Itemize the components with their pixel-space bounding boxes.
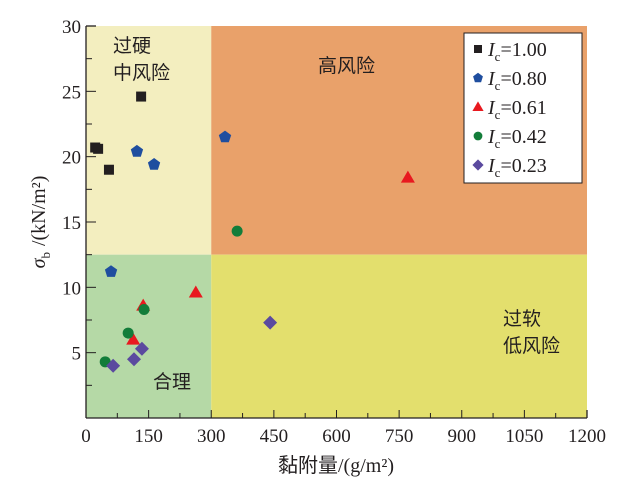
data-point-pentagon xyxy=(147,158,161,170)
legend: Ic=1.00 Ic=0.80 Ic=0.61 Ic=0.42 Ic=0.23 xyxy=(463,32,583,184)
y-axis-unit: /(kN/m²) xyxy=(28,176,50,246)
legend-marker-square xyxy=(474,45,482,53)
legend-marker-pentagon xyxy=(473,72,483,83)
legend-label: Ic=0.23 xyxy=(487,155,547,180)
legend-item: Ic=0.23 xyxy=(472,155,547,180)
x-tick-label: 600 xyxy=(322,426,351,447)
data-point-diamond xyxy=(127,352,142,367)
x-tick-label: 1050 xyxy=(505,426,543,447)
legend-marker-triangle xyxy=(472,101,484,111)
data-point-triangle xyxy=(126,332,141,345)
data-point-square xyxy=(103,164,114,175)
region-label: 低风险 xyxy=(503,335,560,357)
legend-item: Ic=0.42 xyxy=(473,126,547,151)
y-tick-label: 20 xyxy=(62,148,81,169)
legend-item: Ic=1.00 xyxy=(474,39,547,64)
data-point-circle xyxy=(138,304,150,316)
region-label: 合理 xyxy=(153,371,191,393)
data-point-square xyxy=(136,91,147,102)
data-point-circle xyxy=(122,327,134,339)
region-label: 高风险 xyxy=(318,55,375,77)
region-3 xyxy=(211,254,587,418)
region-label: 中风险 xyxy=(113,62,170,84)
y-tick-label: 25 xyxy=(62,82,81,103)
legend-label: Ic=0.80 xyxy=(487,68,547,93)
region-label: 过软 xyxy=(503,308,541,330)
x-tick-label: 0 xyxy=(81,426,91,447)
legend-marker-diamond xyxy=(472,159,484,171)
y-tick-label: 5 xyxy=(72,344,82,365)
x-tick-label: 150 xyxy=(134,426,163,447)
data-point-pentagon xyxy=(218,130,232,143)
y-tick-label: 30 xyxy=(62,17,81,38)
y-axis-subscript: b xyxy=(38,252,53,259)
data-point-triangle xyxy=(400,170,415,183)
x-tick-label: 450 xyxy=(260,426,289,447)
region-label: 过硬 xyxy=(113,35,151,57)
data-point-diamond xyxy=(263,315,278,330)
svg-text:σb/(kN/m²): σb /(kN/m²) xyxy=(28,176,53,269)
legend-label: Ic=0.42 xyxy=(487,126,547,151)
y-tick-label: 15 xyxy=(62,213,81,234)
data-point-circle xyxy=(231,225,243,237)
data-point-diamond xyxy=(134,341,149,356)
region-2 xyxy=(86,254,212,418)
data-point-pentagon xyxy=(130,144,144,157)
data-points xyxy=(90,91,415,373)
legend-box xyxy=(463,32,583,184)
legend-item: Ic=0.61 xyxy=(472,97,547,122)
data-point-pentagon xyxy=(104,265,118,277)
x-tick-label: 900 xyxy=(448,426,477,447)
data-point-triangle xyxy=(188,285,203,298)
x-tick-label: 1200 xyxy=(568,426,606,447)
data-point-square xyxy=(93,143,104,154)
legend-marker-circle xyxy=(473,131,483,141)
ticks: 0 150 300 450 600 750 900 1050 1200 5 10 15 20 25 30 xyxy=(62,17,606,447)
legend-item: Ic=0.80 xyxy=(473,68,547,93)
data-point-diamond xyxy=(106,358,121,373)
x-axis-title: 黏附量/(g/m²) xyxy=(278,454,394,477)
legend-label: Ic=0.61 xyxy=(487,97,547,122)
y-axis-symbol: σ xyxy=(28,257,50,268)
y-axis-title: σb /(kN/m²) xyxy=(28,176,53,269)
y-tick-label: 10 xyxy=(62,278,81,299)
legend-label: Ic=1.00 xyxy=(487,39,547,64)
x-tick-label: 750 xyxy=(385,426,414,447)
region-0 xyxy=(86,26,212,255)
x-tick-label: 300 xyxy=(197,426,226,447)
